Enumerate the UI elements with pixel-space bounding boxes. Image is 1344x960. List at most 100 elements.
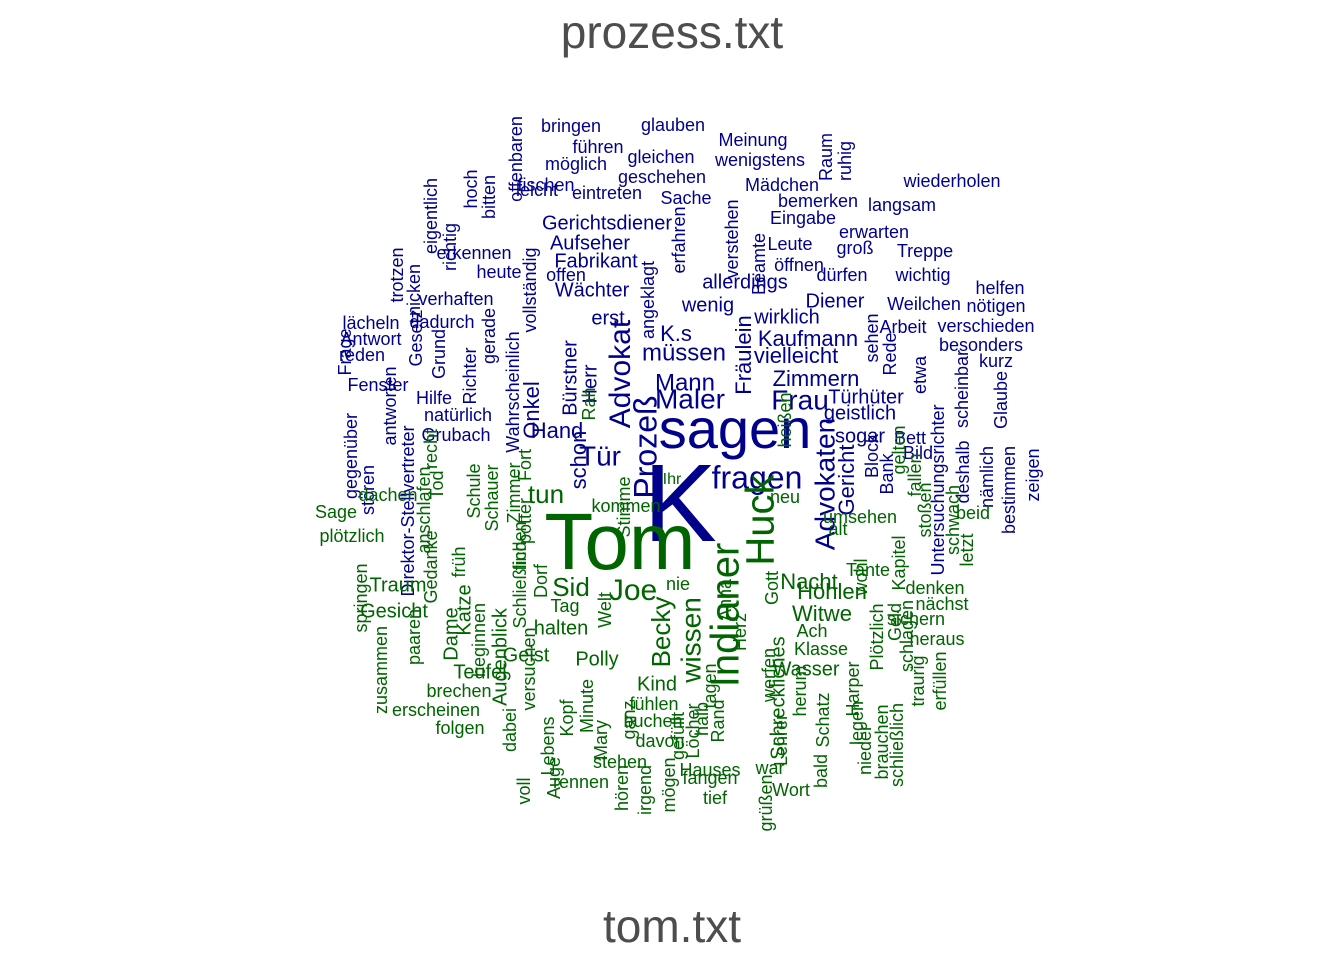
cloud-word: trotzen: [387, 247, 407, 302]
cloud-word: scheinbar: [952, 350, 972, 428]
cloud-word: Katze: [453, 584, 475, 635]
cloud-word: Dorf: [531, 563, 551, 598]
cloud-word: Höhlen: [797, 579, 867, 604]
cloud-word: Aufseher: [550, 232, 630, 254]
cloud-word: Witwe: [792, 601, 852, 626]
cloud-word: Zimmern: [773, 366, 860, 391]
cloud-word: Anna: [715, 578, 735, 621]
cloud-word: Hilfe: [416, 388, 452, 408]
cloud-word: erfahren: [669, 206, 689, 273]
cloud-word: Ihr: [663, 471, 682, 488]
cloud-word: zusammen: [371, 626, 391, 714]
cloud-word: Lehrer: [771, 714, 791, 766]
cloud-word: Kind: [637, 673, 677, 695]
cloud-word: K: [643, 442, 716, 565]
cloud-word: Stimme: [614, 476, 634, 537]
cloud-word: neu: [770, 487, 800, 507]
cloud-word: nächst: [915, 594, 968, 614]
cloud-word: bestimmen: [999, 446, 1019, 534]
cloud-word: gefüllt: [668, 712, 688, 760]
cloud-word: glauben: [641, 115, 705, 135]
cloud-word: ruhig: [835, 141, 855, 181]
cloud-word: umsehen: [823, 507, 897, 527]
cloud-word: brechen: [426, 681, 491, 701]
cloud-word: sagen: [659, 397, 812, 460]
cloud-word: deshalb: [953, 440, 973, 503]
cloud-word: schwach: [943, 485, 963, 555]
cloud-word: Richter: [460, 347, 480, 404]
cloud-word: war: [754, 758, 784, 778]
cloud-word: Block: [862, 433, 882, 478]
cloud-word: Tom: [544, 497, 695, 586]
cloud-word: Gesicht: [360, 600, 428, 622]
cloud-word: werfen: [759, 648, 779, 703]
cloud-word: langsam: [868, 195, 936, 215]
cloud-word: müssen: [642, 339, 726, 366]
cloud-word: fallen: [905, 453, 925, 496]
cloud-word: kommen: [591, 496, 660, 516]
cloud-word: Huck: [739, 473, 783, 565]
cloud-word: Maler: [655, 383, 725, 414]
cloud-word: richtig: [440, 223, 460, 271]
cloud-word: Indianer: [704, 543, 748, 688]
cloud-word: springen: [351, 563, 371, 632]
cloud-word: groß: [836, 238, 873, 258]
cloud-word: Fenster: [347, 375, 408, 395]
cloud-word: dadurch: [409, 312, 474, 332]
cloud-word: Herr: [579, 364, 601, 403]
cloud-word: Hand: [531, 418, 584, 443]
cloud-word: halten: [534, 617, 589, 639]
cloud-word: Gerichtsdiener: [542, 212, 672, 234]
cloud-word: verhaften: [418, 289, 493, 309]
cloud-word: Rand: [708, 699, 728, 742]
cloud-word: antworten: [380, 366, 400, 445]
cloud-word: Rah: [579, 387, 599, 420]
cloud-word: buchen: [623, 711, 682, 731]
cloud-word: Antwort: [340, 329, 401, 349]
cloud-word: dabei: [500, 708, 520, 752]
cloud-word: Ach: [796, 621, 827, 641]
cloud-word: Bank: [877, 452, 897, 494]
cloud-word: versuchen: [519, 627, 539, 710]
cloud-word: gelten: [889, 425, 909, 474]
cloud-word: wirklich: [753, 306, 820, 328]
cloud-word: wissen: [675, 597, 706, 684]
cloud-word: bemerken: [778, 191, 858, 211]
cloud-word: möglich: [545, 154, 607, 174]
cloud-word: Bürstner: [559, 340, 581, 416]
cloud-word: Glaube: [991, 371, 1011, 429]
cloud-word: natürlich: [424, 405, 492, 425]
cloud-word: tief: [703, 788, 728, 808]
cloud-word: Hauses: [679, 760, 740, 780]
cloud-word: Teufel: [453, 661, 506, 683]
cloud-word: geistlich: [824, 402, 896, 424]
cloud-word: Fort: [515, 449, 535, 481]
cloud-word: ganz: [619, 700, 639, 739]
cloud-word: stoßen: [915, 482, 935, 537]
cloud-word: erst: [591, 307, 625, 329]
cloud-word: brauchen: [872, 704, 892, 779]
cloud-word: Weilchen: [887, 294, 961, 314]
cloud-word: lächeln: [342, 313, 399, 333]
cloud-word: erwarten: [839, 222, 909, 242]
cloud-word: Mann: [655, 369, 715, 396]
cloud-word: besonders: [939, 335, 1023, 355]
cloud-word: Sache: [660, 188, 711, 208]
cloud-word: Gott: [762, 571, 782, 605]
cloud-word: heute: [476, 262, 521, 282]
cloud-word: Nacht: [780, 569, 837, 594]
cloud-word: davon: [635, 731, 684, 751]
cloud-word: Traum: [369, 574, 426, 596]
cloud-word: potter: [515, 498, 535, 544]
cloud-word: Tür: [579, 440, 621, 471]
cloud-word: Frage: [335, 328, 355, 375]
cloud-word: Zimmer: [504, 463, 524, 524]
cloud-word: Augenblick: [489, 607, 511, 706]
cloud-word: Gericht: [834, 445, 859, 516]
cloud-word: wenig: [681, 294, 734, 316]
cloud-word: offenbaren: [506, 116, 526, 202]
cloud-word: Bild: [903, 443, 933, 463]
cloud-word: wenigstens: [714, 150, 805, 170]
cloud-word: angeklagt: [638, 261, 658, 339]
